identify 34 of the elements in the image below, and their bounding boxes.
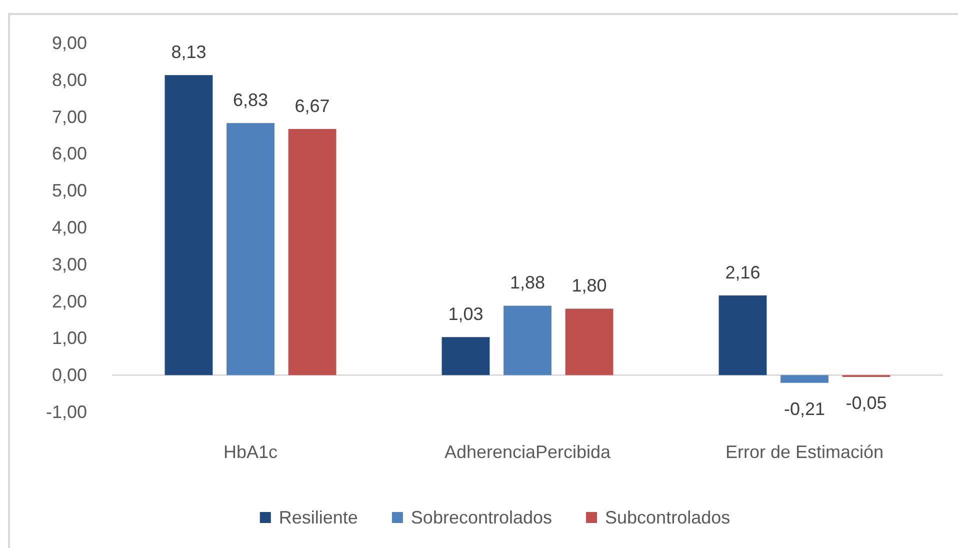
y-tick-label: 7,00 [52,106,87,127]
y-tick-label: 1,00 [52,328,87,348]
data-label: -0,05 [846,392,887,413]
data-label: 6,67 [294,96,330,116]
y-tick-label: 3,00 [52,254,87,274]
bar [565,308,614,376]
data-label: 1,03 [448,304,484,324]
legend-label: Resiliente [278,508,358,528]
data-label: 2,16 [725,262,760,282]
data-label: 1,80 [572,276,607,296]
y-tick-label: 8,00 [52,70,87,90]
y-tick-label: 6,00 [52,144,87,164]
y-tick-label: -1,00 [46,402,87,422]
bar [288,128,336,376]
bar [718,295,767,376]
bar [780,375,828,383]
bar [504,306,552,376]
x-tick-label: AdherenciaPercibida [444,442,612,462]
bar [226,123,274,376]
bar [442,337,490,376]
bar [164,75,213,376]
data-label: 6,83 [232,90,268,110]
data-label: 1,88 [510,272,546,293]
legend-label: Sobrecontrolados [410,508,552,528]
x-tick-label: HbA1c [223,442,278,462]
y-tick-label: 5,00 [52,180,87,201]
legend-label: Subcontrolados [605,508,730,528]
x-tick-label: Error de Estimación [725,442,884,462]
data-label: -0,21 [784,398,826,419]
y-tick-label: 0,00 [52,365,87,386]
y-tick-label: 9,00 [52,33,87,53]
y-tick-label: 2,00 [52,291,87,312]
data-label: 8,13 [171,42,206,62]
y-tick-label: 4,00 [52,218,87,238]
